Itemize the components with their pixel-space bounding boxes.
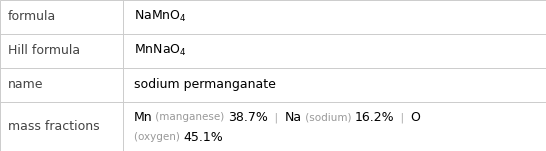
Text: name: name [8, 78, 44, 91]
Text: (sodium): (sodium) [301, 112, 354, 122]
Text: mass fractions: mass fractions [8, 120, 100, 133]
Text: (manganese): (manganese) [152, 112, 228, 122]
Text: (oxygen): (oxygen) [134, 132, 183, 142]
Text: NaMnO$_4$: NaMnO$_4$ [134, 9, 186, 24]
Text: 38.7%: 38.7% [228, 111, 268, 124]
Text: formula: formula [8, 10, 56, 23]
Text: Hill formula: Hill formula [8, 44, 80, 57]
Text: |: | [394, 112, 411, 123]
Text: 45.1%: 45.1% [183, 131, 223, 144]
Text: |: | [268, 112, 284, 123]
Text: O: O [411, 111, 420, 124]
Text: Mn: Mn [134, 111, 152, 124]
Text: MnNaO$_4$: MnNaO$_4$ [134, 43, 186, 58]
Text: 16.2%: 16.2% [354, 111, 394, 124]
Text: Na: Na [284, 111, 301, 124]
Text: sodium permanganate: sodium permanganate [134, 78, 276, 91]
